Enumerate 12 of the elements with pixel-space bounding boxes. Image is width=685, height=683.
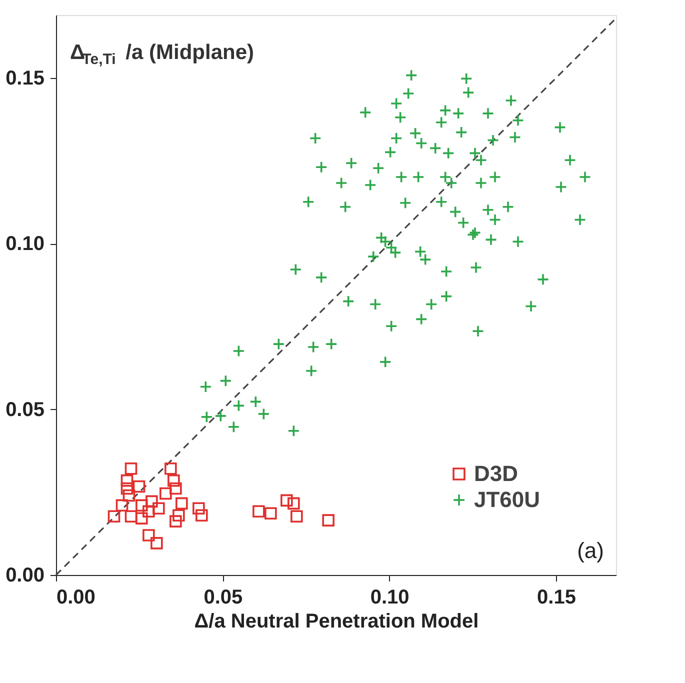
x-tick-label: 0.05	[204, 586, 243, 608]
x-tick-label: 0.15	[537, 586, 576, 608]
x-tick-label: 0.10	[370, 586, 410, 608]
annotation: (a)	[577, 538, 604, 563]
y-tick-label: 0.10	[6, 233, 44, 256]
y-tick-label: 0.05	[6, 398, 44, 421]
y-tick-label: 0.15	[6, 67, 44, 90]
legend-label: D3D	[474, 461, 518, 486]
legend-label: JT60U	[474, 487, 540, 512]
y-tick-label: 0.00	[6, 564, 44, 586]
x-axis-title: Δ/a Neutral Penetration Model	[194, 610, 479, 632]
x-tick-label: 0.00	[56, 586, 96, 608]
